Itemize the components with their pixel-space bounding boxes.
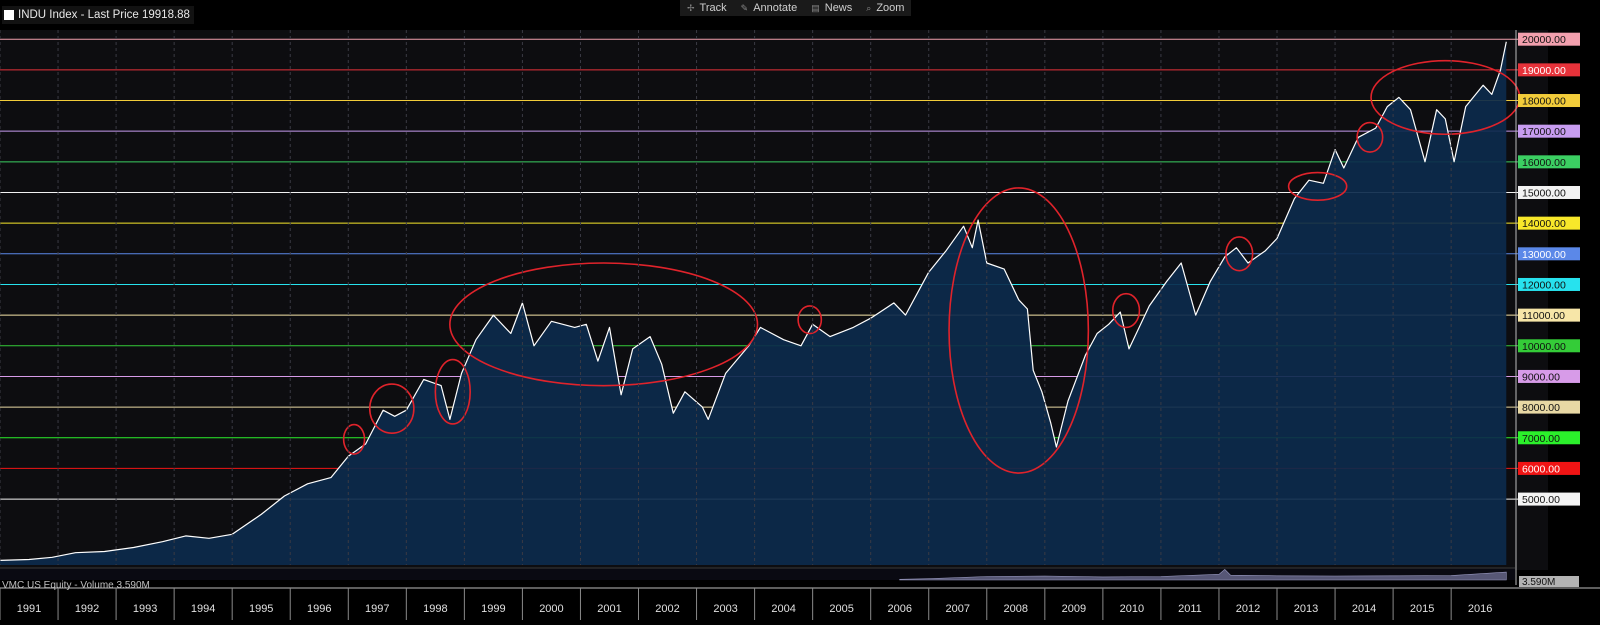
annotation-circle-3 [434, 358, 471, 425]
crosshair-icon: ✢ [687, 2, 695, 13]
annotation-circle-10 [1356, 121, 1384, 153]
level-label-18000: 18000.00 [1522, 96, 1566, 108]
x-tick-label-2012: 2012 [1236, 603, 1260, 615]
level-label-20000: 20000.00 [1522, 34, 1566, 46]
x-tick-label-2001: 2001 [597, 603, 621, 615]
level-label-8000: 8000.00 [1522, 402, 1560, 414]
x-tick-label-2016: 2016 [1468, 603, 1492, 615]
volume-value-text: 3.590M [1522, 577, 1555, 588]
track-button[interactable]: ✢ Track [680, 0, 734, 16]
x-tick-label-2005: 2005 [829, 603, 853, 615]
level-label-badge-17000 [1518, 124, 1580, 138]
level-label-12000: 12000.00 [1522, 279, 1566, 291]
news-label: News [824, 2, 853, 14]
level-label-badge-20000 [1518, 32, 1580, 46]
x-tick-label-2013: 2013 [1294, 603, 1318, 615]
annotation-circle-9 [1287, 171, 1348, 201]
x-tick-label-1995: 1995 [249, 603, 273, 615]
x-tick-label-1991: 1991 [17, 603, 41, 615]
x-tick-label-2006: 2006 [887, 603, 911, 615]
annotation-circle-1 [342, 423, 366, 455]
level-label-badge-6000 [1518, 461, 1580, 475]
x-tick-label-2009: 2009 [1062, 603, 1086, 615]
news-icon: ▤ [811, 2, 820, 13]
annotation-circle-2 [368, 383, 415, 434]
x-tick-label-2007: 2007 [946, 603, 970, 615]
x-tick-label-2014: 2014 [1352, 603, 1376, 615]
annotate-button[interactable]: ✎ Annotate [734, 0, 805, 16]
annotation-circle-7 [1111, 292, 1141, 329]
level-label-badge-14000 [1518, 216, 1580, 230]
level-label-badge-10000 [1518, 339, 1580, 353]
x-tick-label-2003: 2003 [713, 603, 737, 615]
chart-title-box: INDU Index - Last Price 19918.88 [2, 6, 194, 24]
level-label-10000: 10000.00 [1522, 341, 1566, 353]
x-tick-label-1996: 1996 [307, 603, 331, 615]
zoom-button[interactable]: ⌕ Zoom [859, 0, 911, 16]
level-label-badge-8000 [1518, 400, 1580, 414]
level-label-16000: 16000.00 [1522, 157, 1566, 169]
level-label-badge-18000 [1518, 94, 1580, 108]
level-label-6000: 6000.00 [1522, 463, 1560, 475]
x-tick-label-2004: 2004 [771, 603, 795, 615]
level-label-19000: 19000.00 [1522, 65, 1566, 77]
level-label-15000: 15000.00 [1522, 187, 1566, 199]
level-label-13000: 13000.00 [1522, 249, 1566, 261]
level-label-badge-16000 [1518, 155, 1580, 169]
annotation-circle-6 [948, 187, 1090, 474]
level-label-badge-12000 [1518, 277, 1580, 291]
x-tick-label-2000: 2000 [539, 603, 563, 615]
level-label-badge-15000 [1518, 185, 1580, 199]
annotate-label: Annotate [753, 2, 798, 14]
x-tick-label-2015: 2015 [1410, 603, 1434, 615]
level-label-9000: 9000.00 [1522, 371, 1560, 383]
level-label-5000: 5000.00 [1522, 494, 1560, 506]
annotation-circle-4 [449, 262, 759, 387]
level-label-badge-11000 [1518, 308, 1580, 322]
level-label-11000: 11000.00 [1522, 310, 1565, 322]
x-tick-label-1994: 1994 [191, 603, 215, 615]
level-label-badge-9000 [1518, 369, 1580, 383]
legend-swatch-icon [4, 10, 14, 20]
chart-toolbar: ✢ Track ✎ Annotate ▤ News ⌕ Zoom [680, 0, 912, 16]
x-tick-label-2011: 2011 [1178, 603, 1202, 615]
annotation-circle-5 [797, 305, 823, 335]
x-tick-label-2010: 2010 [1120, 603, 1144, 615]
pencil-icon: ✎ [740, 2, 749, 13]
price-area [0, 41, 1507, 565]
x-tick-label-2008: 2008 [1004, 603, 1028, 615]
track-label: Track [699, 2, 727, 14]
x-tick-label-1993: 1993 [133, 603, 157, 615]
x-tick-label-1992: 1992 [75, 603, 99, 615]
level-label-7000: 7000.00 [1522, 433, 1560, 445]
level-label-badge-19000 [1518, 63, 1580, 77]
x-tick-label-1998: 1998 [423, 603, 447, 615]
volume-area [899, 568, 1507, 581]
magnifier-icon: ⌕ [866, 2, 872, 13]
level-label-badge-13000 [1518, 247, 1580, 261]
x-tick-label-1997: 1997 [365, 603, 389, 615]
x-tick-label-1999: 1999 [481, 603, 505, 615]
chart-title: INDU Index - Last Price 19918.88 [18, 9, 190, 21]
level-label-badge-5000 [1518, 492, 1580, 506]
news-button[interactable]: ▤ News [804, 0, 859, 16]
zoom-label: Zoom [876, 2, 905, 14]
level-label-17000: 17000.00 [1522, 126, 1566, 138]
level-label-14000: 14000.00 [1522, 218, 1566, 230]
level-label-badge-7000 [1518, 431, 1580, 445]
volume-panel-label: VMC US Equity - Volume 3.590M [2, 580, 150, 591]
x-tick-label-2002: 2002 [655, 603, 679, 615]
annotation-circle-8 [1225, 236, 1254, 272]
volume-value-badge [1519, 576, 1579, 587]
